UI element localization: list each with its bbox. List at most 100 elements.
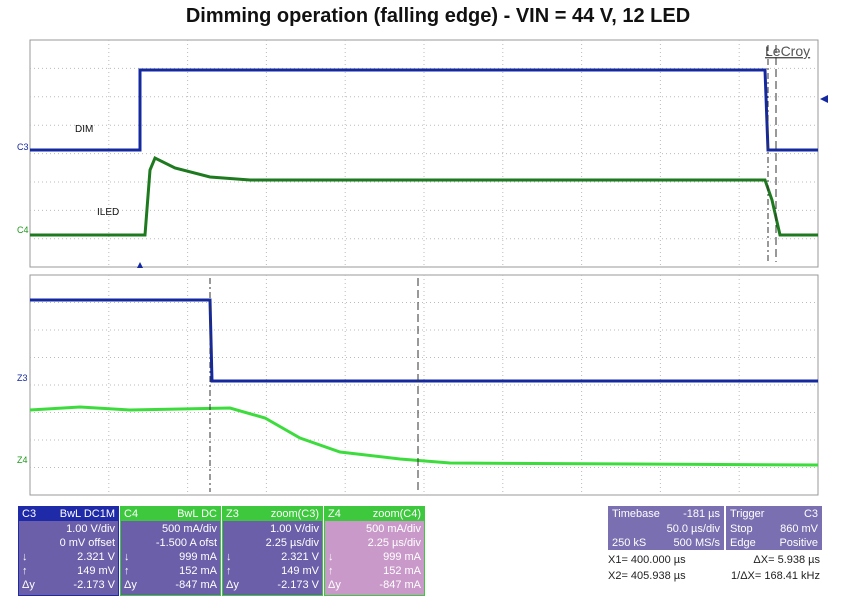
panel-row: -1.500 A ofst: [124, 536, 217, 550]
iled-label: ILED: [97, 207, 119, 218]
panel-text: 1.00 V/div: [270, 523, 319, 535]
panel-text: 500 MS/s: [673, 537, 720, 549]
header-text: C3: [22, 508, 37, 520]
channel-panel: C4 BwL DC 500 mA/div -1.500 A ofst ↓ 999 mA ↑ 1…: [120, 506, 221, 596]
panel-text: -847 mA: [379, 579, 421, 591]
panel-row: Δy -2.173 V: [226, 578, 319, 592]
panel-row: Δy -847 mA: [124, 578, 217, 592]
panel-row: ↓ 999 mA: [328, 550, 421, 564]
header-text: Z4: [328, 508, 341, 520]
header-text: Trigger: [730, 508, 765, 520]
panel-row: Δy -847 mA: [328, 578, 421, 592]
panel-row: 500 mA/div: [328, 522, 421, 536]
panel-text: -2.173 V: [277, 579, 319, 591]
cursor-text: ΔX= 5.938 µs: [753, 554, 820, 566]
panel-row: Stop 860 mV: [730, 522, 818, 536]
header-text: -181 µs: [683, 508, 720, 520]
panel-text: 250 kS: [612, 537, 647, 549]
panel-row: ↑ 152 mA: [328, 564, 421, 578]
panel-text: ↓: [22, 551, 28, 563]
panel-row: ↓ 2.321 V: [22, 550, 115, 564]
panel-text: Δy: [328, 579, 341, 591]
panel-row: 500 mA/div: [124, 522, 217, 536]
header-text: Z3: [226, 508, 239, 520]
panel-text: ↓: [226, 551, 232, 563]
panel-row: ↑ 152 mA: [124, 564, 217, 578]
panel-text: ↑: [328, 565, 334, 577]
panel-header: C4 BwL DC: [121, 507, 220, 521]
z4-trace: [29, 405, 819, 467]
panel-text: Edge: [730, 537, 756, 549]
panel-row: 1.00 V/div: [22, 522, 115, 536]
c4-label: C4: [17, 225, 29, 235]
level-marker: [820, 95, 828, 103]
panel-text: 0 mV offset: [59, 537, 115, 549]
panel-text: Δy: [226, 579, 239, 591]
header-text: zoom(C4): [372, 508, 421, 520]
panel-row: ↓ 2.321 V: [226, 550, 319, 564]
panel-text: ↓: [124, 551, 130, 563]
cursor-text: X1= 400.000 µs: [608, 554, 686, 566]
brand: LeCroy: [765, 43, 810, 59]
header-text: C3: [803, 508, 818, 520]
timebase-panel: Timebase -181 µs 50.0 µs/div 250 kS 500 MS/s: [608, 506, 724, 550]
header-text: BwL DC1M: [59, 508, 115, 520]
panel-row: 2.25 µs/div: [328, 536, 421, 550]
panel-text: 50.0 µs/div: [666, 523, 720, 535]
panel-text: Δy: [22, 579, 35, 591]
panel-row: 2.25 µs/div: [226, 536, 319, 550]
header-text: zoom(C3): [270, 508, 319, 520]
panel-header: Z3 zoom(C3): [223, 507, 322, 521]
panel-row: ↓ 999 mA: [124, 550, 217, 564]
header-text: C4: [124, 508, 139, 520]
panel-text: 149 mV: [77, 565, 115, 577]
z3-label: Z3: [17, 373, 28, 383]
channel-panel: Z4 zoom(C4) 500 mA/div 2.25 µs/div ↓ 999 mA ↑ 1…: [324, 506, 425, 596]
panel-text: ↑: [22, 565, 28, 577]
panel-text: 2.321 V: [77, 551, 115, 563]
z4-label: Z4: [17, 455, 28, 465]
panel-row: Δy -2.173 V: [22, 578, 115, 592]
panel-row: 1.00 V/div: [226, 522, 319, 536]
header-text: BwL DC: [177, 508, 217, 520]
panel-row: 0 mV offset: [22, 536, 115, 550]
panel-header: Trigger C3: [727, 507, 821, 521]
cursor-text: X2= 405.938 µs: [608, 570, 686, 582]
panel-text: 152 mA: [383, 565, 421, 577]
panel-row: ↑ 149 mV: [226, 564, 319, 578]
panel-text: Stop: [730, 523, 753, 535]
panel-text: 999 mA: [383, 551, 421, 563]
trigger-panel: Trigger C3 Stop 860 mV Edge Positive: [726, 506, 822, 550]
channel-panel: C3 BwL DC1M 1.00 V/div 0 mV offset ↓ 2.321 V ↑…: [18, 506, 119, 596]
z3-trace: [30, 298, 818, 383]
panel-body: 50.0 µs/div 250 kS 500 MS/s: [609, 521, 723, 551]
panel-body: 1.00 V/div 0 mV offset ↓ 2.321 V ↑ 149 mV Δy -2…: [19, 521, 118, 593]
cursor-readout: X2= 405.938 µs 1/ΔX= 168.41 kHz: [608, 570, 820, 582]
panel-body: 1.00 V/div 2.25 µs/div ↓ 2.321 V ↑ 149 mV Δy -2…: [223, 521, 322, 593]
panel-text: 152 mA: [179, 565, 217, 577]
panel-text: 860 mV: [780, 523, 818, 535]
header-text: Timebase: [612, 508, 660, 520]
panel-text: 149 mV: [281, 565, 319, 577]
panel-text: 500 mA/div: [161, 523, 217, 535]
panel-text: Δy: [124, 579, 137, 591]
panel-text: 2.25 µs/div: [367, 537, 421, 549]
panel-body: 500 mA/div 2.25 µs/div ↓ 999 mA ↑ 152 mA Δy -84…: [325, 521, 424, 593]
trigger-marker: [137, 262, 143, 268]
panel-text: -847 mA: [175, 579, 217, 591]
panel-header: Timebase -181 µs: [609, 507, 723, 521]
cursor-text: 1/ΔX= 168.41 kHz: [731, 570, 820, 582]
panel-text: 2.321 V: [281, 551, 319, 563]
c4-trace: [30, 155, 818, 237]
channel-panel: Z3 zoom(C3) 1.00 V/div 2.25 µs/div ↓ 2.321 V ↑…: [222, 506, 323, 596]
panel-row: Edge Positive: [730, 536, 818, 550]
panel-body: Stop 860 mV Edge Positive: [727, 521, 821, 551]
panel-text: ↑: [226, 565, 232, 577]
panel-text: 500 mA/div: [365, 523, 421, 535]
panel-text: ↓: [328, 551, 334, 563]
dim-label: DIM: [75, 124, 93, 135]
panel-row: 50.0 µs/div: [612, 522, 720, 536]
c3-label: C3: [17, 142, 29, 152]
